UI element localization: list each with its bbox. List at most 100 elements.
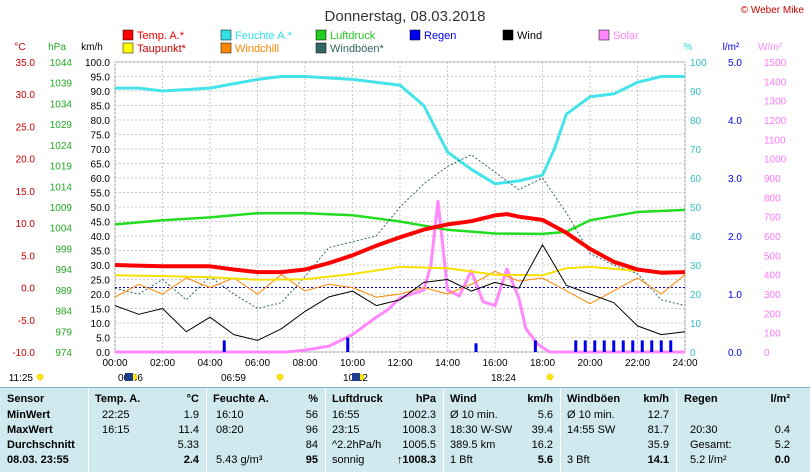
moon-icon-1 <box>352 373 360 381</box>
chart-title: Donnerstag, 08.03.2018 <box>325 8 486 25</box>
axis-unit-0: °C <box>14 42 25 53</box>
rain-bar <box>346 337 350 352</box>
y-tick-solar_wm2: 600 <box>764 232 781 243</box>
y-tick-wind_kmh: 90.0 <box>91 87 111 98</box>
pressure-value: 1002.3 <box>402 409 436 421</box>
y-tick-rain_lm2: 0.0 <box>728 348 742 359</box>
humidity-value: 95 <box>305 454 318 466</box>
legend-label-0: Temp. A.* <box>137 30 185 42</box>
y-tick-wind_kmh: 25.0 <box>91 276 111 287</box>
y-tick-humidity_pct: 100 <box>690 58 707 69</box>
legend-label-6: Taupunkt* <box>137 43 187 55</box>
y-tick-temp_c: -10.0 <box>12 348 35 359</box>
header-temp: Temp. A. <box>95 393 141 405</box>
y-tick-temp_c: 5.0 <box>21 251 35 262</box>
y-tick-humidity_pct: 80 <box>690 116 702 127</box>
y-tick-humidity_pct: 90 <box>690 87 702 98</box>
grid: 00:00 02:00 04:00 06:00 08:00 10:00 12:00 14:00… <box>102 61 698 369</box>
y-tick-temp_c: 15.0 <box>16 187 36 198</box>
wind-desc: 389.5 km <box>450 439 496 451</box>
y-tick-rain_lm2: 1.0 <box>728 290 742 301</box>
gust-desc: 3 Bft <box>567 454 590 466</box>
humidity-value: 84 <box>305 439 318 451</box>
y-tick-temp_c: 30.0 <box>16 90 36 101</box>
temp-value: 2.4 <box>183 454 199 466</box>
legend-swatch-7 <box>220 42 232 54</box>
y-tick-wind_kmh: 100.0 <box>85 58 110 69</box>
table-divider <box>443 388 444 472</box>
legend-swatch-4 <box>502 29 514 41</box>
temp-value: 1.9 <box>183 409 199 421</box>
y-tick-humidity_pct: 70 <box>690 145 702 156</box>
rain-bar <box>669 340 673 352</box>
legend-label-1: Feuchte A.* <box>235 30 293 42</box>
y-tick-pressure_hpa: 1029 <box>50 120 73 131</box>
sun-time-0: 11:25 <box>9 373 34 384</box>
x-tick-label: 18:00 <box>530 358 555 369</box>
y-tick-wind_kmh: 0.0 <box>96 348 110 359</box>
legend-label-2: Luftdruck <box>330 30 376 42</box>
table-divider <box>560 388 561 472</box>
axis-units: °C hPa km/h% l/m² W/m² <box>14 42 782 53</box>
y-tick-humidity_pct: 50 <box>690 203 702 214</box>
y-tick-wind_kmh: 65.0 <box>91 160 111 171</box>
y-tick-pressure_hpa: 994 <box>55 265 72 276</box>
legend-label-7: Windchill <box>235 43 279 55</box>
wind-value: 16.2 <box>531 439 553 451</box>
series-windchill <box>114 270 686 305</box>
rain-bar <box>659 340 663 352</box>
legend-label-5: Solar <box>613 30 639 42</box>
series-solar <box>115 199 685 354</box>
axis-unit-4: l/m² <box>723 42 740 53</box>
legend-swatch-3 <box>409 29 421 41</box>
y-tick-temp_c: 10.0 <box>16 219 36 230</box>
axis-unit-5: W/m² <box>758 42 783 53</box>
legend: Temp. A.* Feuchte A.* Luftdruck Regen Wind So… <box>122 29 639 55</box>
legend-swatch-0 <box>122 29 134 41</box>
gust-desc: 14:55 SW <box>567 424 616 436</box>
sun-icon-0 <box>36 373 44 381</box>
y-tick-pressure_hpa: 979 <box>55 327 72 338</box>
gust-value: 81.7 <box>647 424 669 436</box>
row-label: 08.03. 23:55 <box>7 454 69 466</box>
y-tick-solar_wm2: 300 <box>764 290 781 301</box>
humidity-value: 96 <box>305 424 318 436</box>
temp-time: 16:15 <box>102 424 130 436</box>
header-pressure-unit: hPa <box>415 393 436 405</box>
y-tick-pressure_hpa: 1044 <box>50 58 73 69</box>
wind-desc: 18:30 W-SW <box>450 424 513 436</box>
legend-label-4: Wind <box>517 30 542 42</box>
y-tick-solar_wm2: 1100 <box>764 135 786 146</box>
rain-bar <box>593 340 597 352</box>
x-tick-label: 06:00 <box>245 358 270 369</box>
rain-bar <box>640 340 644 352</box>
axes: 35.0 30.0 25.0 20.0 15.0 10.0 5.0 0.0 -5.0 -10.0 1… <box>12 58 786 359</box>
y-tick-wind_kmh: 15.0 <box>91 305 111 316</box>
humidity-time: 5.43 g/m³ <box>216 454 263 466</box>
y-tick-wind_kmh: 20.0 <box>91 290 111 301</box>
y-tick-wind_kmh: 55.0 <box>91 189 111 200</box>
pressure-value: ↑1008.3 <box>396 454 436 466</box>
y-tick-rain_lm2: 4.0 <box>728 116 742 127</box>
pressure-time: 23:15 <box>332 424 360 436</box>
y-tick-wind_kmh: 5.0 <box>96 334 110 345</box>
y-tick-wind_kmh: 85.0 <box>91 102 111 113</box>
temp-value: 11.4 <box>178 424 199 436</box>
rain-bar <box>583 340 587 352</box>
y-tick-solar_wm2: 0 <box>764 348 770 359</box>
x-tick-label: 22:00 <box>625 358 650 369</box>
y-tick-wind_kmh: 50.0 <box>91 203 111 214</box>
y-tick-temp_c: 0.0 <box>21 284 35 295</box>
y-tick-pressure_hpa: 1014 <box>50 182 73 193</box>
y-tick-solar_wm2: 200 <box>764 309 781 320</box>
chart-marks <box>114 75 686 354</box>
gust-desc: Ø 10 min. <box>567 409 615 421</box>
y-tick-wind_kmh: 95.0 <box>91 73 111 84</box>
sun-icon-4 <box>546 373 554 381</box>
y-tick-wind_kmh: 10.0 <box>91 319 111 330</box>
weather-chart: Donnerstag, 08.03.2018 © Weber Mike Temp… <box>9 5 805 384</box>
y-tick-wind_kmh: 70.0 <box>91 145 111 156</box>
y-tick-pressure_hpa: 1004 <box>50 224 73 235</box>
y-tick-wind_kmh: 35.0 <box>91 247 111 258</box>
pressure-value: 1008.3 <box>402 424 436 436</box>
